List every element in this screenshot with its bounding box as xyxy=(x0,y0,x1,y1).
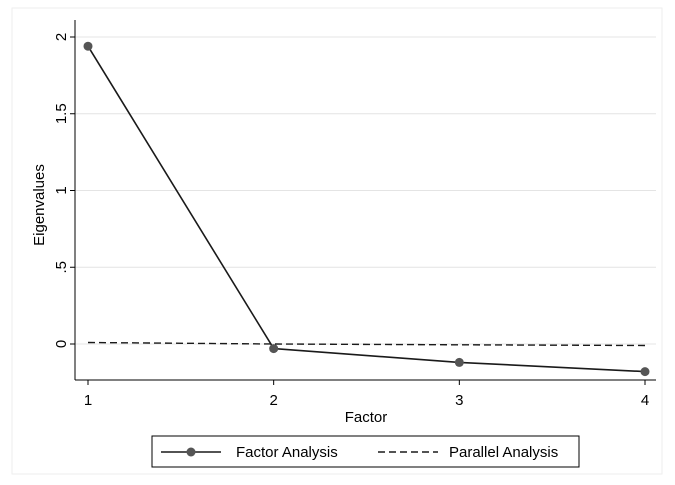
legend-factor-label: Factor Analysis xyxy=(236,444,338,461)
y-tick-label: 1 xyxy=(53,186,70,194)
axes xyxy=(74,20,656,381)
factor-analysis-line xyxy=(87,45,646,373)
outer-frame xyxy=(11,7,663,475)
factor-analysis-point xyxy=(269,344,279,354)
factor-analysis-point xyxy=(640,367,650,377)
factor-analysis-point xyxy=(83,41,93,51)
y-axis-title: Eigenvalues xyxy=(31,164,48,246)
legend: Factor Analysis Parallel Analysis xyxy=(151,435,580,468)
y-tick-label: 1.5 xyxy=(53,103,70,124)
factor-analysis-point xyxy=(454,357,464,367)
x-tick-label: 2 xyxy=(269,392,277,409)
y-tick-label: 0 xyxy=(53,340,70,348)
x-axis-title: Factor xyxy=(345,409,388,426)
x-tick-label: 3 xyxy=(455,392,463,409)
legend-box xyxy=(151,435,580,468)
series xyxy=(83,41,650,377)
y-tick-label: 2 xyxy=(53,33,70,41)
x-ticks: 1 2 3 4 xyxy=(84,380,649,409)
x-tick-label: 4 xyxy=(641,392,649,409)
y-ticks: 0 .5 1 1.5 2 xyxy=(53,33,75,348)
legend-parallel-label: Parallel Analysis xyxy=(449,444,558,461)
x-tick-label: 1 xyxy=(84,392,92,409)
y-tick-label: .5 xyxy=(53,261,70,274)
legend-factor-swatch-marker xyxy=(186,447,196,457)
plot-area xyxy=(75,20,656,380)
parallel-analysis-line xyxy=(87,341,646,347)
grid-lines xyxy=(75,36,656,345)
